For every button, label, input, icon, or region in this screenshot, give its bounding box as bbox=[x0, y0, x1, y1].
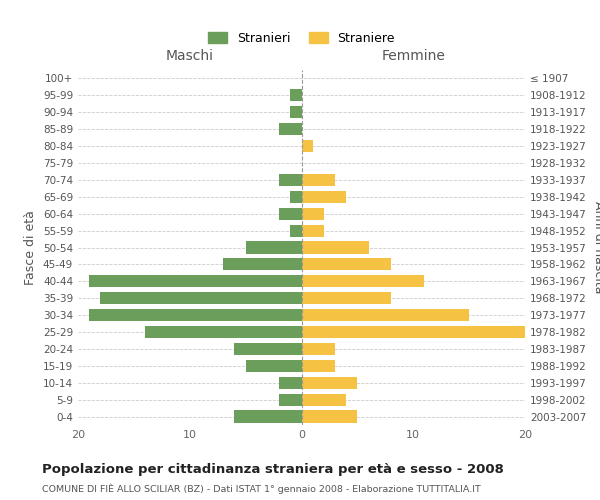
Text: Popolazione per cittadinanza straniera per età e sesso - 2008: Popolazione per cittadinanza straniera p… bbox=[42, 462, 504, 475]
Bar bbox=[235, 343, 302, 355]
Bar bbox=[279, 394, 302, 406]
Bar bbox=[290, 190, 302, 203]
Bar bbox=[302, 174, 335, 186]
Bar bbox=[302, 343, 335, 355]
Bar bbox=[302, 242, 368, 254]
Bar bbox=[302, 394, 346, 406]
Bar bbox=[302, 292, 391, 304]
Bar bbox=[89, 275, 302, 287]
Bar bbox=[302, 410, 358, 422]
Bar bbox=[302, 208, 324, 220]
Bar bbox=[302, 309, 469, 321]
Bar bbox=[245, 242, 302, 254]
Legend: Stranieri, Straniere: Stranieri, Straniere bbox=[203, 26, 400, 50]
Bar bbox=[223, 258, 302, 270]
Bar bbox=[290, 106, 302, 118]
Bar bbox=[302, 275, 424, 287]
Bar bbox=[302, 360, 335, 372]
Bar bbox=[100, 292, 302, 304]
Bar bbox=[302, 326, 525, 338]
Bar bbox=[235, 410, 302, 422]
Bar bbox=[302, 140, 313, 152]
Bar bbox=[145, 326, 302, 338]
Bar bbox=[290, 224, 302, 236]
Bar bbox=[290, 90, 302, 102]
Bar bbox=[279, 208, 302, 220]
Bar bbox=[279, 376, 302, 389]
Text: COMUNE DI FIÈ ALLO SCILIAR (BZ) - Dati ISTAT 1° gennaio 2008 - Elaborazione TUTT: COMUNE DI FIÈ ALLO SCILIAR (BZ) - Dati I… bbox=[42, 484, 481, 494]
Text: Femmine: Femmine bbox=[382, 49, 445, 63]
Bar bbox=[89, 309, 302, 321]
Bar bbox=[302, 190, 346, 203]
Bar bbox=[245, 360, 302, 372]
Bar bbox=[302, 258, 391, 270]
Bar bbox=[302, 224, 324, 236]
Text: Maschi: Maschi bbox=[166, 49, 214, 63]
Bar bbox=[279, 123, 302, 136]
Y-axis label: Anni di nascita: Anni di nascita bbox=[592, 201, 600, 294]
Bar bbox=[302, 376, 358, 389]
Bar bbox=[279, 174, 302, 186]
Y-axis label: Fasce di età: Fasce di età bbox=[25, 210, 37, 285]
